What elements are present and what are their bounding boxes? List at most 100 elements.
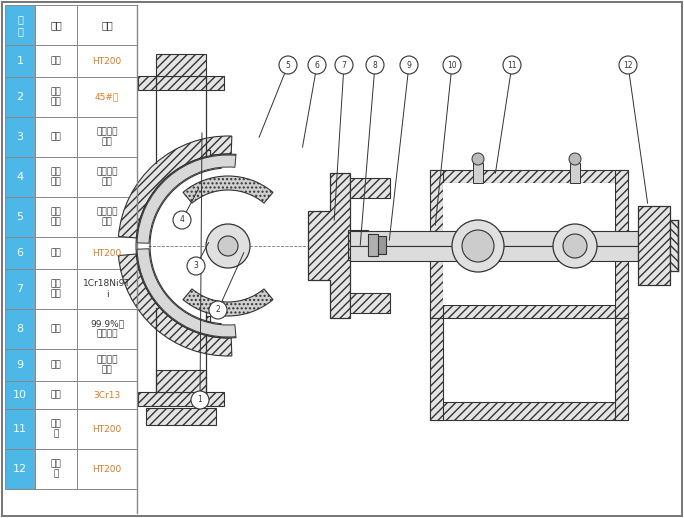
Text: 泵盖: 泵盖: [51, 249, 62, 257]
Text: 7: 7: [341, 61, 346, 69]
Bar: [430, 170, 443, 318]
Text: 名称: 名称: [50, 20, 62, 30]
Text: 聚全氟乙
丙烯: 聚全氟乙 丙烯: [96, 127, 118, 147]
Polygon shape: [206, 316, 210, 332]
Bar: [5, 5, 35, 45]
Bar: [77, 237, 137, 269]
Circle shape: [209, 301, 227, 319]
Text: 叶轮: 叶轮: [51, 133, 62, 141]
Bar: [35, 197, 77, 237]
Text: 动环: 动环: [51, 361, 62, 369]
Bar: [350, 293, 390, 313]
Bar: [5, 45, 35, 77]
Text: 5: 5: [285, 61, 291, 69]
Text: 9: 9: [406, 61, 412, 69]
Bar: [5, 157, 35, 197]
Text: 泵体: 泵体: [51, 56, 62, 65]
Text: 3: 3: [16, 132, 23, 142]
Bar: [5, 269, 35, 309]
Text: 机封
压盖: 机封 压盖: [51, 279, 62, 299]
Bar: [5, 77, 35, 117]
Wedge shape: [137, 155, 236, 243]
Bar: [77, 77, 137, 117]
Text: 12: 12: [13, 464, 27, 474]
Text: 轴承
体: 轴承 体: [51, 419, 62, 439]
Bar: [77, 197, 137, 237]
Circle shape: [472, 153, 484, 165]
Bar: [670, 220, 678, 271]
Circle shape: [366, 56, 384, 74]
Text: 序
号: 序 号: [17, 14, 23, 36]
Bar: [35, 269, 77, 309]
Text: 4: 4: [16, 172, 23, 182]
Text: HT200: HT200: [92, 424, 122, 434]
Bar: [430, 305, 628, 318]
Text: 3: 3: [194, 262, 198, 270]
Text: 静环: 静环: [51, 324, 62, 334]
Bar: [206, 150, 210, 166]
Bar: [615, 318, 628, 420]
Bar: [77, 117, 137, 157]
Wedge shape: [183, 289, 273, 316]
Bar: [77, 5, 137, 45]
Text: 填充四氟
乙烯: 填充四氟 乙烯: [96, 355, 118, 375]
Circle shape: [619, 56, 637, 74]
Bar: [5, 381, 35, 409]
Text: 11: 11: [508, 61, 516, 69]
Text: 5: 5: [16, 212, 23, 222]
Bar: [35, 77, 77, 117]
Text: 45#钉: 45#钉: [95, 93, 119, 102]
Circle shape: [569, 153, 581, 165]
Circle shape: [462, 230, 494, 262]
Circle shape: [335, 56, 353, 74]
Bar: [348, 230, 368, 260]
Text: 泵轴: 泵轴: [51, 391, 62, 399]
Circle shape: [308, 56, 326, 74]
Bar: [638, 206, 670, 285]
Circle shape: [400, 56, 418, 74]
Text: HT200: HT200: [92, 56, 122, 65]
Bar: [350, 246, 638, 261]
Text: 泵体
村里: 泵体 村里: [51, 167, 62, 186]
Wedge shape: [118, 254, 232, 356]
Bar: [570, 163, 580, 183]
Text: 聚全氟乙
丙烯: 聚全氟乙 丙烯: [96, 167, 118, 186]
Circle shape: [443, 56, 461, 74]
Bar: [77, 409, 137, 449]
Bar: [206, 316, 210, 332]
Bar: [77, 45, 137, 77]
Circle shape: [563, 234, 587, 258]
Bar: [35, 117, 77, 157]
Text: 10: 10: [13, 390, 27, 400]
Bar: [138, 76, 224, 90]
Text: HT200: HT200: [92, 465, 122, 473]
Text: 4: 4: [180, 215, 185, 224]
Bar: [35, 349, 77, 381]
Bar: [5, 237, 35, 269]
Polygon shape: [308, 173, 350, 318]
Bar: [430, 402, 628, 420]
Text: 1Cr18Ni9T
i: 1Cr18Ni9T i: [83, 279, 131, 299]
Text: 联轴
器: 联轴 器: [51, 459, 62, 479]
Bar: [5, 117, 35, 157]
Text: 叶轮
骨架: 叶轮 骨架: [51, 88, 62, 107]
Bar: [378, 236, 386, 254]
Circle shape: [187, 257, 205, 275]
Bar: [138, 392, 224, 406]
Text: 9: 9: [16, 360, 23, 370]
Circle shape: [279, 56, 297, 74]
Text: 7: 7: [16, 284, 23, 294]
Text: 8: 8: [373, 61, 378, 69]
Bar: [35, 237, 77, 269]
Circle shape: [218, 236, 238, 256]
Bar: [35, 157, 77, 197]
Bar: [156, 54, 206, 76]
Bar: [35, 309, 77, 349]
Bar: [77, 269, 137, 309]
Bar: [77, 449, 137, 489]
Text: 11: 11: [13, 424, 27, 434]
Bar: [368, 234, 378, 256]
Text: 泵盖
村里: 泵盖 村里: [51, 207, 62, 227]
Bar: [430, 318, 443, 420]
Bar: [156, 370, 206, 392]
